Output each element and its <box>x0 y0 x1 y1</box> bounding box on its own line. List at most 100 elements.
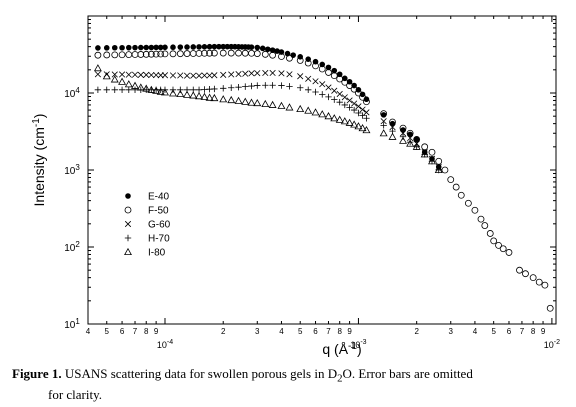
data-point <box>389 124 396 131</box>
data-point <box>407 134 414 142</box>
data-point <box>248 44 255 50</box>
data-point <box>111 71 118 78</box>
data-point <box>522 270 529 278</box>
data-point <box>457 191 465 199</box>
data-point <box>137 71 144 78</box>
data-point <box>170 44 176 51</box>
data-point <box>241 49 249 57</box>
data-point <box>147 50 155 58</box>
data-point <box>363 98 370 106</box>
data-point <box>103 51 111 59</box>
data-point <box>350 106 358 114</box>
x-tick-label: 9 <box>347 327 352 336</box>
data-point <box>153 71 160 79</box>
data-point <box>169 89 177 97</box>
data-point <box>420 150 429 158</box>
data-point <box>490 237 498 245</box>
data-point <box>131 86 139 94</box>
x-decade-label: 10-2 <box>544 339 560 350</box>
data-point <box>142 84 151 92</box>
data-point <box>278 70 285 77</box>
data-point <box>304 106 313 114</box>
data-point <box>201 72 208 79</box>
data-point <box>93 64 102 72</box>
legend-label: F-50 <box>148 206 169 217</box>
data-point <box>248 49 255 57</box>
data-point <box>318 65 326 73</box>
x-tick-label: 8 <box>144 327 149 336</box>
data-point <box>336 90 343 98</box>
data-point <box>399 136 408 144</box>
data-point <box>413 135 421 143</box>
data-point <box>177 44 184 50</box>
legend-marker <box>124 234 132 242</box>
data-point <box>346 104 353 111</box>
data-point <box>355 89 362 97</box>
data-point <box>495 241 502 249</box>
x-tick-label: 5 <box>491 327 496 336</box>
data-point <box>325 93 332 101</box>
data-point <box>125 86 132 94</box>
data-point <box>505 249 513 256</box>
data-point <box>137 51 145 58</box>
x-tick-label: 4 <box>86 327 91 336</box>
data-point <box>195 86 203 94</box>
figure-caption: Figure 1. USANS scattering data for swol… <box>12 366 568 403</box>
x-axis-label: q (Å-1) <box>322 341 361 357</box>
data-point <box>184 44 190 50</box>
series-e-40 <box>95 43 442 170</box>
data-point <box>350 85 358 93</box>
data-point <box>190 72 197 79</box>
data-point <box>183 72 191 79</box>
data-point <box>359 106 366 113</box>
data-point <box>340 117 349 125</box>
x-tick-label: 9 <box>541 327 546 336</box>
data-point <box>452 183 460 191</box>
data-point <box>406 139 415 147</box>
legend-marker <box>124 247 132 256</box>
data-point <box>464 199 472 207</box>
data-point <box>228 84 235 91</box>
data-point <box>111 51 119 59</box>
data-point <box>305 75 312 82</box>
data-point <box>147 85 156 93</box>
data-point <box>148 44 155 51</box>
data-point <box>211 72 218 79</box>
data-point <box>346 97 353 104</box>
data-point <box>103 86 110 94</box>
data-point <box>124 80 133 88</box>
data-point <box>195 72 203 79</box>
data-point <box>380 110 388 118</box>
legend-label: H-70 <box>148 234 170 245</box>
x-tick-label: 3 <box>255 327 260 336</box>
data-point <box>330 114 339 122</box>
data-point <box>359 93 366 101</box>
data-point <box>434 165 443 174</box>
data-point <box>516 266 523 274</box>
data-point <box>248 82 255 90</box>
x-decade-label: 10-4 <box>157 339 173 350</box>
data-point <box>441 166 449 174</box>
data-point <box>210 49 218 57</box>
y-tick-label: 104 <box>64 86 80 100</box>
data-point <box>235 71 242 78</box>
data-point <box>261 50 269 58</box>
data-point <box>153 44 159 51</box>
data-point <box>94 71 101 78</box>
series-i-80 <box>93 64 443 174</box>
x-tick-label: 2 <box>221 327 226 336</box>
data-point <box>318 110 327 118</box>
data-point <box>355 109 362 117</box>
data-point <box>412 142 421 150</box>
data-point <box>265 46 271 53</box>
x-tick-label: 5 <box>298 327 303 336</box>
data-point <box>94 86 102 94</box>
data-point <box>254 82 261 89</box>
data-point <box>210 93 219 102</box>
data-point <box>211 85 218 93</box>
y-axis-label: Intensity (cm-1) <box>31 114 47 207</box>
data-point <box>227 95 236 104</box>
data-point <box>131 71 139 78</box>
caption-text-part1: USANS scattering data for swollen porous… <box>61 366 338 381</box>
data-point <box>125 71 132 78</box>
